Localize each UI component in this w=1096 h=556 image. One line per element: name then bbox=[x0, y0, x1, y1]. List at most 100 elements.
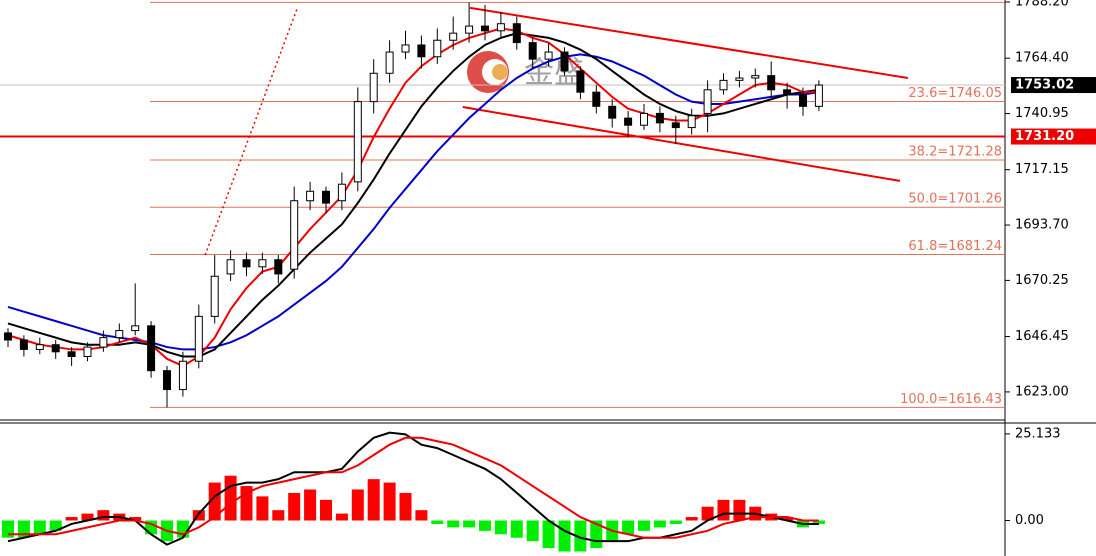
candle-body bbox=[528, 42, 537, 60]
price-box bbox=[1011, 77, 1096, 94]
y-tick-label: 1646.45 bbox=[1015, 329, 1069, 344]
histogram-bar bbox=[367, 479, 380, 521]
histogram-bar bbox=[812, 520, 825, 524]
histogram-bar bbox=[399, 492, 412, 521]
histogram-bar bbox=[256, 496, 269, 521]
candle-body bbox=[210, 275, 219, 317]
y-tick-label: 1764.40 bbox=[1015, 51, 1069, 66]
price-box-label: 1731.20 bbox=[1015, 129, 1074, 144]
trendline bbox=[462, 106, 901, 182]
candle-body bbox=[671, 122, 680, 129]
y-tick-label: 1788.20 bbox=[1015, 0, 1069, 10]
fib-label: 50.0=1701.26 bbox=[908, 192, 1002, 207]
candle-body bbox=[226, 259, 235, 275]
y-tick-label: 1717.15 bbox=[1015, 162, 1069, 177]
candle-body bbox=[449, 32, 458, 41]
y-tick-label: 0.00 bbox=[1015, 513, 1044, 528]
histogram-bar bbox=[320, 499, 332, 521]
histogram-bar bbox=[542, 520, 555, 549]
histogram-bar bbox=[701, 506, 714, 521]
candle-body bbox=[83, 346, 92, 358]
histogram-bar bbox=[33, 520, 46, 535]
trendline bbox=[469, 6, 909, 79]
candle-body bbox=[592, 91, 601, 107]
trendline bbox=[204, 7, 299, 256]
candle-body bbox=[481, 25, 489, 32]
fib-label: 0.0=1788.05 bbox=[917, 0, 1002, 2]
candle-body bbox=[322, 190, 330, 204]
histogram-bar bbox=[224, 475, 237, 521]
candle-body bbox=[624, 117, 633, 126]
histogram-bar bbox=[717, 499, 730, 521]
histogram-bar bbox=[288, 492, 301, 521]
candle-body bbox=[703, 89, 712, 114]
candle-body bbox=[67, 351, 76, 358]
fib-label: 100.0=1616.43 bbox=[900, 392, 1002, 407]
histogram-bar bbox=[781, 517, 794, 521]
histogram-bar bbox=[335, 513, 348, 521]
candle-body bbox=[799, 94, 807, 107]
histogram-bar bbox=[494, 520, 507, 535]
candle-body bbox=[783, 89, 792, 96]
histogram-bar bbox=[208, 482, 221, 521]
candle-body bbox=[306, 190, 315, 202]
candle-body bbox=[544, 51, 553, 60]
candle-body bbox=[767, 75, 776, 91]
y-tick-label: 25.133 bbox=[1015, 426, 1061, 441]
histogram-bar bbox=[574, 520, 587, 552]
candle-body bbox=[163, 370, 171, 391]
macd-line bbox=[7, 431, 819, 546]
fib-label: 23.6=1746.05 bbox=[908, 86, 1002, 101]
y-tick-label: 1740.95 bbox=[1015, 106, 1069, 121]
histogram-bar bbox=[526, 520, 539, 542]
histogram-bar bbox=[81, 513, 94, 521]
fib-label: 38.2=1721.28 bbox=[908, 144, 1002, 159]
candle-body bbox=[655, 112, 664, 124]
histogram-bar bbox=[304, 489, 317, 521]
macd-line bbox=[8, 436, 819, 539]
candle-body bbox=[433, 39, 442, 58]
histogram-bar bbox=[479, 520, 491, 531]
histogram-bar bbox=[638, 520, 650, 531]
logo-dot bbox=[492, 64, 508, 80]
candle-body bbox=[99, 337, 108, 348]
candle-body bbox=[115, 330, 124, 339]
candle-body bbox=[496, 23, 505, 32]
candle-body bbox=[147, 325, 156, 372]
candle-body bbox=[51, 344, 60, 353]
y-tick-label: 1693.70 bbox=[1015, 218, 1069, 233]
candle-body bbox=[178, 360, 187, 391]
candle-body bbox=[194, 315, 203, 362]
histogram-bar bbox=[383, 482, 396, 521]
histogram-bar bbox=[463, 520, 476, 528]
histogram-bar bbox=[272, 510, 285, 521]
y-tick-label: 1670.25 bbox=[1015, 273, 1069, 288]
candle-body bbox=[687, 115, 696, 129]
candle-body bbox=[417, 44, 426, 58]
price-box-label: 1753.02 bbox=[1015, 78, 1074, 93]
histogram-bar bbox=[733, 499, 746, 521]
candle-body bbox=[560, 51, 569, 72]
histogram-bar bbox=[669, 520, 682, 524]
candle-body bbox=[735, 77, 744, 81]
candle-body bbox=[258, 259, 267, 268]
moving-average bbox=[7, 27, 819, 368]
candle-body bbox=[337, 183, 346, 202]
histogram-bar bbox=[447, 520, 460, 528]
candle-body bbox=[385, 51, 394, 74]
histogram-bar bbox=[97, 510, 110, 521]
candle-body bbox=[814, 84, 823, 107]
price-box bbox=[1011, 128, 1096, 145]
candle-body bbox=[242, 259, 251, 268]
candle-body bbox=[608, 105, 617, 119]
histogram-bar bbox=[351, 489, 364, 521]
candle-body bbox=[19, 339, 28, 350]
candle-body bbox=[465, 25, 474, 34]
histogram-bar bbox=[415, 510, 428, 521]
histogram-bar bbox=[653, 520, 666, 528]
candle-body bbox=[401, 44, 410, 53]
moving-average bbox=[7, 32, 820, 358]
candle-body bbox=[290, 200, 299, 270]
